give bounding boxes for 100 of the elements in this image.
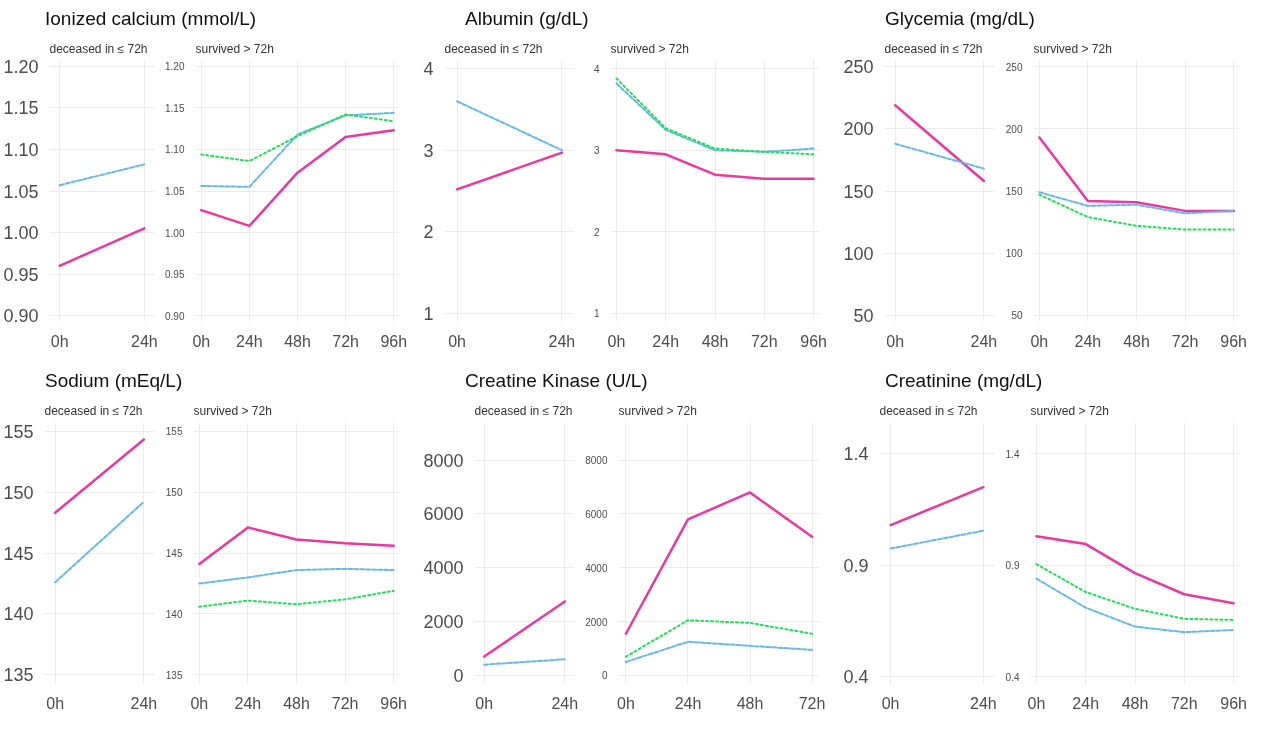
y-tick-label: 0.95 xyxy=(165,269,185,281)
x-tick-label: 24h xyxy=(674,694,702,712)
chart-subtitle: deceased in ≤ 72h xyxy=(444,41,543,56)
chart-title: Creatine Kinase (U/L) xyxy=(465,369,648,393)
chart-title: survived > 72h xyxy=(1033,41,1112,56)
y-tick-label: 4 xyxy=(593,63,600,75)
chart-title: Sodium (mEq/L) xyxy=(45,369,183,393)
x-tick-label: 96h xyxy=(380,694,408,712)
x-tick-label: 72h xyxy=(798,694,826,712)
y-tick-label: 2 xyxy=(423,222,434,243)
x-tick-label: 96h xyxy=(380,332,408,350)
line-series xyxy=(1035,563,1235,621)
y-tick-label: 0 xyxy=(453,665,464,686)
y-tick-label: 145 xyxy=(165,548,183,559)
line-series xyxy=(1038,193,1235,231)
y-tick-label: 1.4 xyxy=(1005,448,1020,460)
x-tick-label: 24h xyxy=(652,332,680,350)
y-tick-label: 100 xyxy=(843,243,874,264)
x-tick-label: 48h xyxy=(1123,332,1150,350)
x-tick-label: 48h xyxy=(736,694,764,712)
y-tick-label: 150 xyxy=(843,181,874,202)
x-tick-label: 0h xyxy=(448,332,466,350)
y-tick-label: 1.05 xyxy=(165,186,185,197)
y-tick-label: 1 xyxy=(423,303,434,324)
y-tick-label: 0.9 xyxy=(843,555,869,576)
y-tick-label: 0.9 xyxy=(1005,560,1020,572)
y-tick-label: 0.4 xyxy=(1005,671,1020,683)
y-tick-label: 155 xyxy=(165,426,183,438)
x-tick-label: 0h xyxy=(190,694,209,712)
line-series xyxy=(198,589,395,608)
x-tick-label: 0h xyxy=(1030,332,1049,350)
y-tick-label: 150 xyxy=(3,482,34,503)
line-series xyxy=(200,111,395,188)
chart-subtitle: deceased in ≤ 72h xyxy=(884,41,983,56)
x-tick-label: 96h xyxy=(1220,694,1247,712)
chart-title: survived > 72h xyxy=(618,403,697,418)
y-tick-label: 1.4 xyxy=(843,444,869,465)
chart-subtitle: deceased in ≤ 72h xyxy=(474,403,573,418)
y-tick-label: 145 xyxy=(3,543,34,564)
chart-subtitle: deceased in ≤ 72h xyxy=(879,403,978,418)
y-tick-label: 155 xyxy=(3,421,34,442)
y-tick-label: 150 xyxy=(1005,186,1023,197)
y-tick-label: 3 xyxy=(423,140,434,161)
x-tick-label: 24h xyxy=(236,332,263,350)
line-series xyxy=(624,491,814,635)
y-tick-label: 1.05 xyxy=(3,181,39,202)
line-series xyxy=(200,129,395,228)
x-tick-label: 72h xyxy=(1170,694,1198,712)
x-tick-label: 24h xyxy=(970,332,998,350)
x-tick-label: 24h xyxy=(130,332,158,350)
chart-title: Albumin (g/dL) xyxy=(465,7,589,31)
chart-title: survived > 72h xyxy=(610,41,689,56)
line-series xyxy=(198,526,395,566)
y-tick-label: 250 xyxy=(843,57,874,78)
y-tick-label: 1.15 xyxy=(3,98,39,119)
y-tick-label: 2000 xyxy=(585,616,608,628)
chart-title: Creatinine (mg/dL) xyxy=(885,369,1043,393)
y-tick-label: 100 xyxy=(1005,248,1023,260)
x-tick-label: 24h xyxy=(130,694,158,712)
x-tick-label: 72h xyxy=(332,332,359,350)
chart-title: Ionized calcium (mmol/L) xyxy=(45,7,257,31)
x-tick-label: 0h xyxy=(50,332,69,350)
line-series xyxy=(615,148,815,181)
x-tick-label: 0h xyxy=(192,332,211,350)
x-tick-label: 0h xyxy=(886,332,905,350)
y-tick-label: 0.90 xyxy=(3,306,39,327)
y-tick-label: 1.15 xyxy=(165,102,185,114)
y-tick-label: 140 xyxy=(3,604,34,625)
chart-subtitle: deceased in ≤ 72h xyxy=(44,403,143,418)
y-tick-label: 200 xyxy=(1005,123,1023,135)
x-tick-label: 0h xyxy=(881,694,900,712)
x-tick-label: 72h xyxy=(750,332,778,350)
x-tick-label: 0h xyxy=(1027,694,1046,712)
y-tick-label: 135 xyxy=(3,665,34,686)
y-tick-label: 2 xyxy=(593,226,600,238)
chart-subtitle: deceased in ≤ 72h xyxy=(49,41,148,56)
y-tick-label: 0.95 xyxy=(3,264,39,285)
y-tick-label: 6000 xyxy=(585,508,608,520)
y-tick-label: 1.10 xyxy=(3,139,39,160)
y-tick-label: 8000 xyxy=(423,450,464,471)
chart-title: survived > 72h xyxy=(195,41,274,56)
x-tick-label: 72h xyxy=(331,694,359,712)
y-tick-label: 3 xyxy=(593,145,600,157)
x-tick-label: 24h xyxy=(970,694,997,712)
y-tick-label: 0.4 xyxy=(843,667,869,688)
x-tick-label: 72h xyxy=(1171,332,1199,350)
line-series xyxy=(1038,136,1235,213)
chart-title: survived > 72h xyxy=(193,403,272,418)
line-series xyxy=(1035,535,1235,605)
x-tick-label: 48h xyxy=(283,694,310,712)
y-tick-label: 50 xyxy=(853,305,874,326)
y-tick-label: 8000 xyxy=(585,455,608,467)
x-tick-label: 24h xyxy=(1074,332,1102,350)
x-tick-label: 24h xyxy=(548,332,576,350)
x-tick-label: 48h xyxy=(1121,694,1149,712)
x-tick-label: 48h xyxy=(284,332,311,350)
y-tick-label: 4000 xyxy=(585,562,608,574)
y-tick-label: 250 xyxy=(1005,61,1023,73)
x-tick-label: 0h xyxy=(46,694,65,712)
x-tick-label: 0h xyxy=(475,694,494,712)
